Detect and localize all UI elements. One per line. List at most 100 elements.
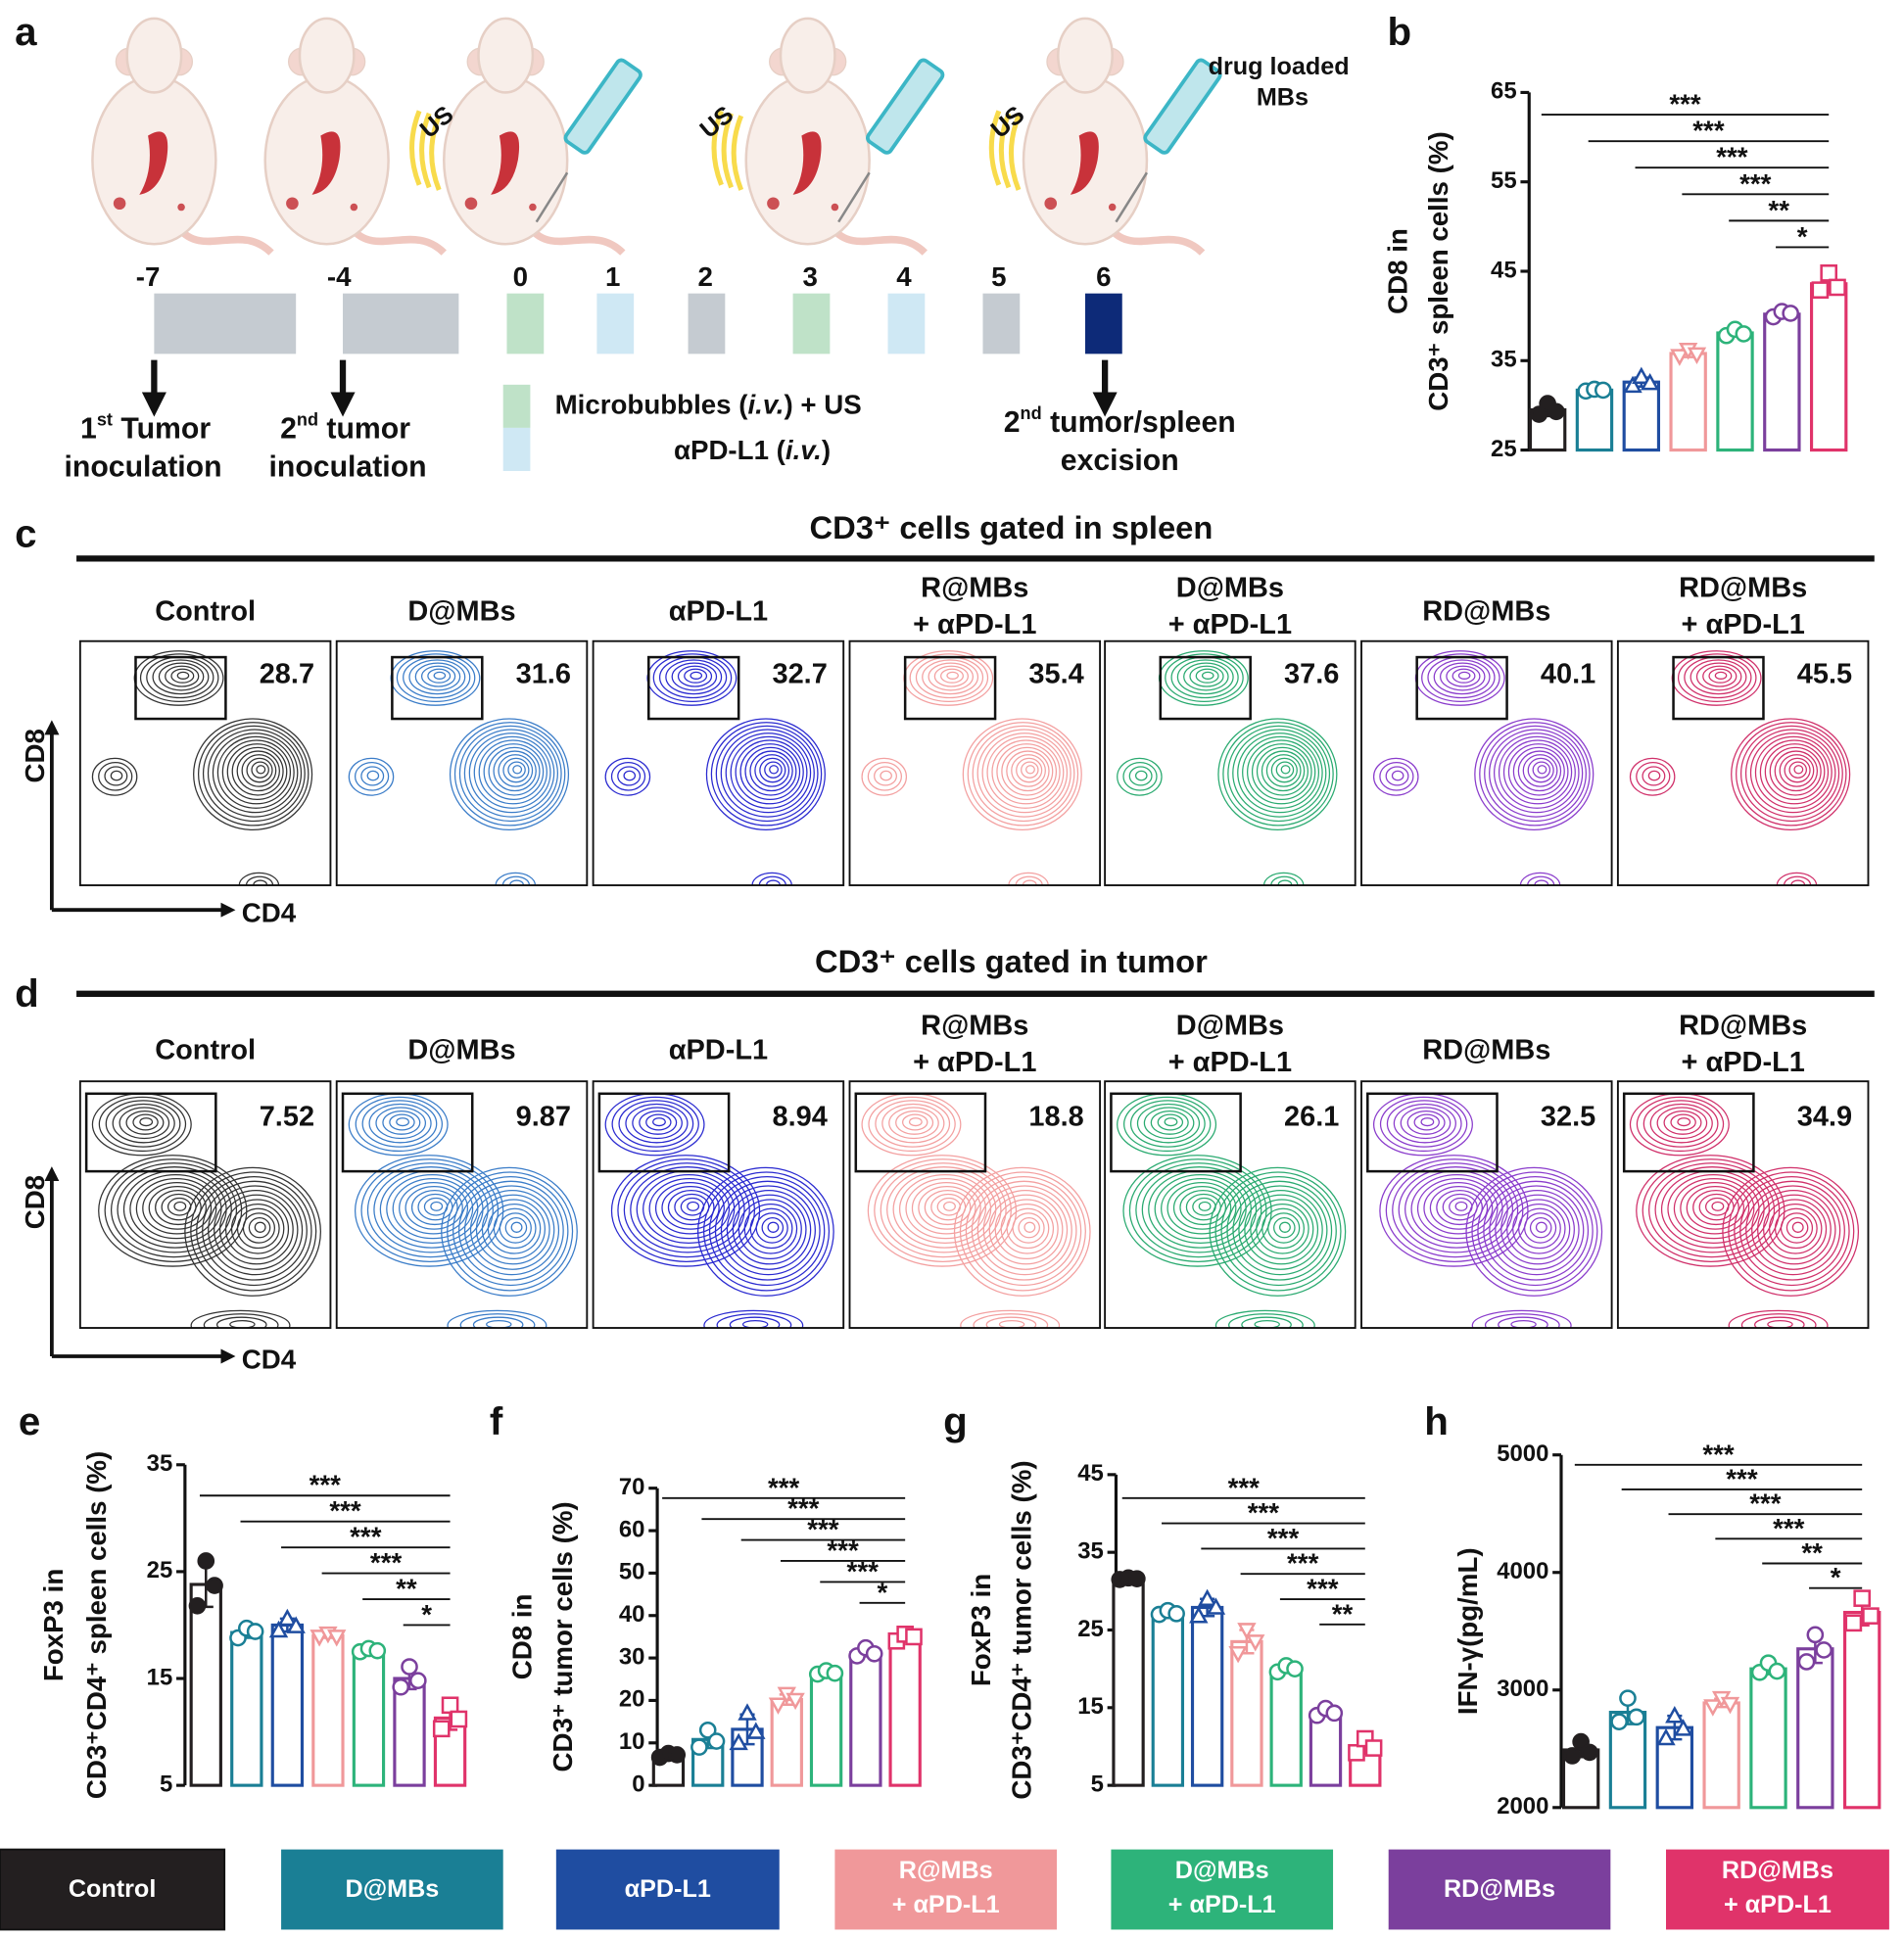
data-point: [1806, 1626, 1825, 1644]
contours: [1372, 650, 1595, 886]
contour: [475, 1194, 550, 1265]
contour: [218, 1194, 294, 1265]
contour: [630, 1166, 745, 1253]
group-label: + αPD-L1: [913, 1047, 1036, 1078]
contour: [499, 1212, 532, 1244]
contour: [1537, 765, 1547, 775]
contour: [203, 1313, 279, 1329]
contour: [348, 757, 395, 796]
contour: [1736, 722, 1847, 827]
mouse-head: [125, 17, 183, 94]
legend-text-part: i.v.: [785, 435, 822, 465]
legend-text: Microbubbles (i.v.) + US: [555, 390, 862, 420]
contour: [355, 1096, 444, 1153]
contour: [902, 1113, 928, 1131]
contour: [1209, 1166, 1347, 1297]
plot-frame: [1360, 1080, 1613, 1329]
contour: [1247, 739, 1316, 805]
contour: [1764, 743, 1826, 801]
tumor-dot: [286, 197, 299, 211]
bar: [770, 1697, 803, 1787]
contour: [971, 1180, 1077, 1281]
gate-percent: 8.94: [773, 1102, 828, 1133]
data-point: [1673, 1719, 1693, 1736]
contour: [726, 1190, 812, 1270]
contour: [1677, 1117, 1691, 1127]
gate: [1110, 1092, 1242, 1173]
data-point: [1128, 1570, 1146, 1587]
us-wave: [1009, 115, 1022, 191]
data-point: [738, 1703, 757, 1721]
significance-label: ***: [1307, 1574, 1339, 1604]
contour: [1406, 1110, 1446, 1135]
contour: [1176, 659, 1234, 695]
tumor-dot: [350, 203, 358, 212]
contours: [348, 1093, 578, 1329]
contour: [1413, 1113, 1440, 1131]
contour: [867, 1155, 1018, 1267]
plot-frame: [592, 639, 845, 886]
contour: [1166, 1181, 1237, 1235]
contour: [1529, 1216, 1552, 1239]
contour: [743, 1203, 798, 1254]
legend-label: + αPD-L1: [1168, 1891, 1276, 1918]
contour: [769, 765, 780, 775]
contour: [1728, 1309, 1829, 1329]
contour: [212, 732, 299, 814]
gate-percent: 31.6: [516, 659, 571, 690]
contour: [1739, 1180, 1845, 1281]
significance-label: ***: [1287, 1548, 1319, 1579]
data-point: [368, 1641, 387, 1660]
contour: [458, 725, 562, 823]
legend-swatch: [502, 427, 531, 471]
excision-label-part: nd: [1021, 403, 1042, 423]
significance-label: *: [421, 1599, 432, 1630]
contour: [690, 671, 703, 680]
y-axis-label: CD3⁺CD4⁺ tumor cells (%): [1006, 1460, 1036, 1799]
y-axis-label: CD3⁺ tumor cells (%): [547, 1501, 578, 1772]
contour: [1261, 1207, 1305, 1250]
contour: [881, 1103, 945, 1144]
contour: [985, 1316, 1037, 1329]
bar: [1749, 1667, 1787, 1810]
contour: [457, 1180, 564, 1281]
contour: [449, 718, 570, 830]
contour: [1454, 1201, 1468, 1211]
contour: [905, 1178, 987, 1240]
data-point: [1594, 381, 1612, 400]
contour: [105, 1100, 181, 1148]
tumor-label-part: nd: [297, 409, 318, 429]
panel-label: g: [943, 1399, 968, 1443]
contour: [1141, 1166, 1258, 1253]
y-tick-label: 70: [619, 1474, 645, 1500]
bar: [230, 1630, 263, 1787]
contour: [399, 1181, 469, 1235]
gate: [1622, 1092, 1755, 1173]
contour: [197, 722, 309, 827]
contour: [91, 757, 138, 796]
contour: [231, 746, 284, 796]
contour: [129, 1174, 222, 1245]
contour: [1001, 746, 1054, 796]
contour: [874, 766, 897, 786]
data-point: [1844, 1614, 1863, 1632]
contour: [1731, 718, 1851, 830]
contour: [408, 659, 466, 695]
contour: [976, 729, 1071, 818]
mouse-tail: [175, 225, 274, 256]
contour: [1711, 1201, 1725, 1211]
legend-swatch: [502, 384, 531, 428]
contours: [861, 650, 1082, 886]
timeline-box: [596, 293, 635, 354]
contour: [1762, 1199, 1828, 1260]
contour: [610, 762, 646, 791]
us-wave: [711, 110, 724, 186]
group-label: + αPD-L1: [1682, 609, 1805, 640]
data-point: [1286, 1660, 1304, 1677]
bar: [1190, 1605, 1224, 1787]
contour: [368, 1103, 432, 1144]
contour: [617, 766, 642, 786]
contour: [1226, 1180, 1333, 1281]
us-wave: [429, 115, 442, 191]
contour: [1129, 1100, 1206, 1148]
